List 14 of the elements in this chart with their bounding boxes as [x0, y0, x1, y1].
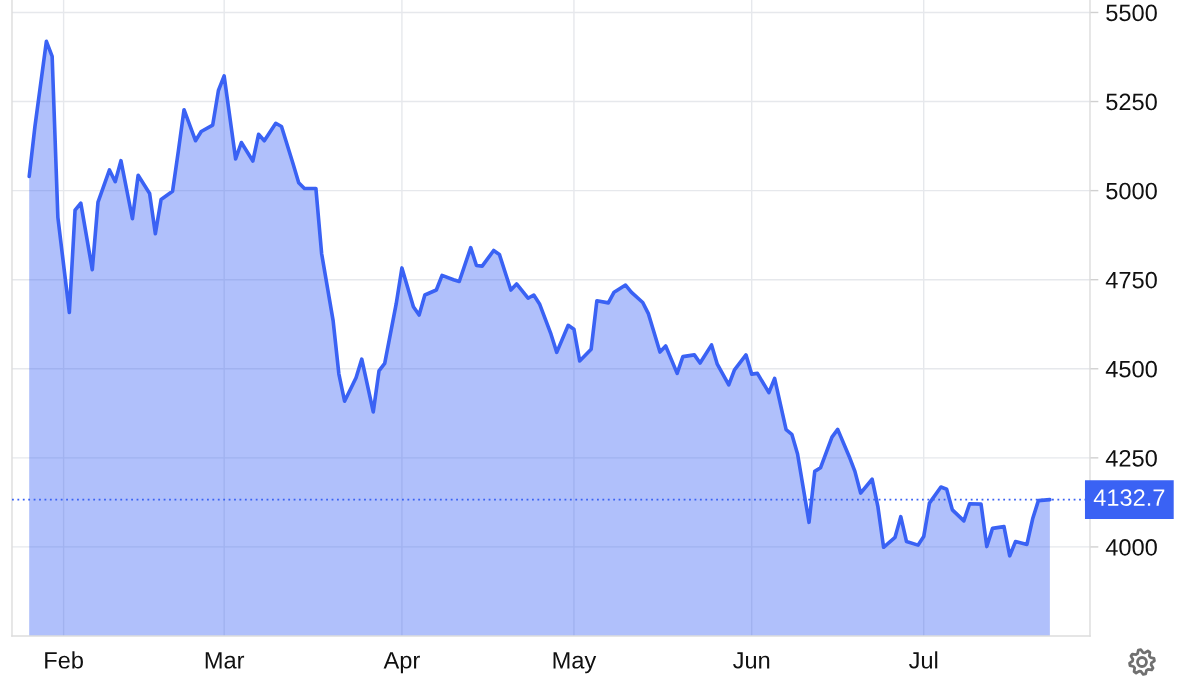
y-tick-label: 4250 [1105, 449, 1157, 467]
y-tick-label: 4750 [1105, 271, 1157, 289]
y-tick-label: 4000 [1105, 538, 1157, 556]
y-tick-label: 4500 [1105, 360, 1157, 378]
x-tick-label: Mar [205, 652, 245, 669]
ref-line-label: 4132.7 [1093, 489, 1165, 506]
x-tick-label: May [553, 652, 597, 674]
x-tick-label: Jul [908, 651, 938, 669]
y-tick-label: 5500 [1106, 4, 1157, 22]
y-tick-label: 5000 [1106, 182, 1157, 200]
x-tick-label: Jun [733, 652, 770, 669]
x-tick-label: Apr [383, 652, 420, 674]
x-tick-label: Feb [45, 651, 83, 669]
y-tick-label: 5250 [1106, 93, 1157, 111]
